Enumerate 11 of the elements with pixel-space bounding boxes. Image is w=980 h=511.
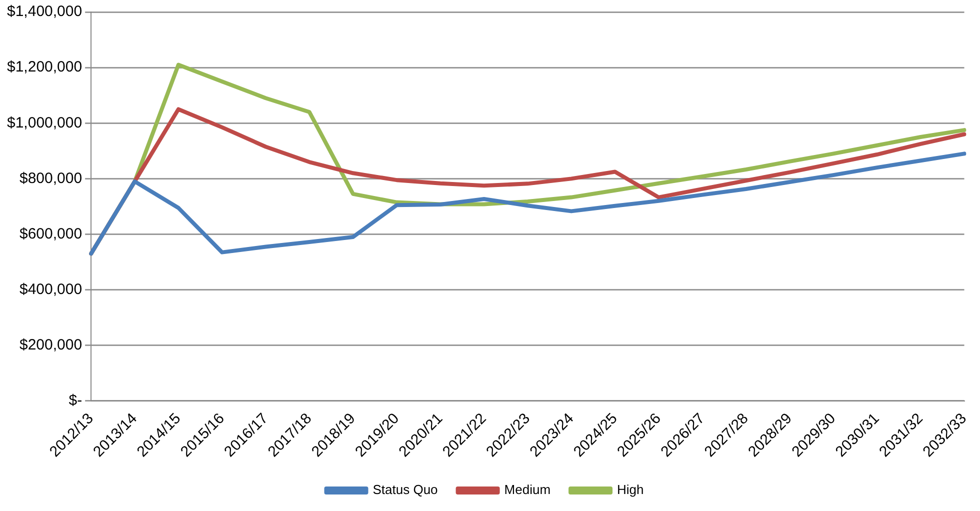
y-tick-label: $1,400,000 bbox=[6, 3, 82, 20]
y-tick-label: $1,000,000 bbox=[6, 114, 82, 132]
y-tick-label: $200,000 bbox=[19, 336, 82, 354]
y-tick-label: $600,000 bbox=[19, 225, 82, 242]
legend-label: Medium bbox=[504, 482, 551, 498]
y-tick-label: $- bbox=[68, 392, 82, 410]
y-tick-label: $1,200,000 bbox=[6, 58, 82, 76]
legend-label: High bbox=[617, 482, 644, 498]
y-tick-label: $800,000 bbox=[19, 170, 82, 187]
y-tick-label: $400,000 bbox=[19, 280, 82, 298]
legend-label: Status Quo bbox=[372, 482, 438, 498]
